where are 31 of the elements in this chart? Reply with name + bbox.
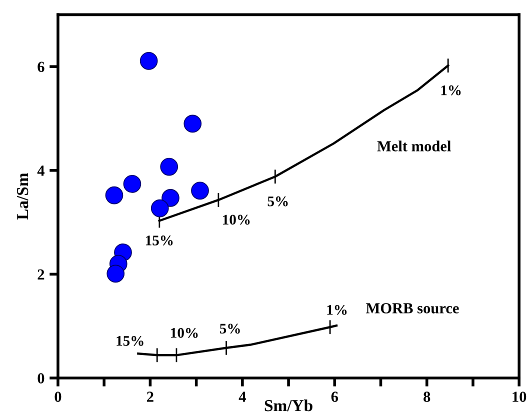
point	[184, 114, 202, 133]
annotation: 15%	[146, 236, 173, 246]
text: MORB source	[366, 303, 459, 314]
x-axis-title: Sm/Yb	[264, 399, 312, 412]
y-tick-label: 2	[38, 269, 44, 280]
series-label: Melt model	[377, 140, 451, 152]
point	[106, 264, 125, 283]
x-tick-label: 0	[54, 392, 62, 402]
annotation: 1%	[441, 85, 461, 96]
y-tick-label: 0	[38, 373, 44, 384]
x-tick-label: 4	[238, 392, 246, 402]
annotation: 1%	[327, 304, 347, 315]
annotation: 5%	[268, 196, 288, 206]
x-tick-label: 2	[147, 392, 154, 402]
annotation: 5%	[220, 324, 240, 334]
x-tick-label: 10	[512, 392, 526, 402]
x-tick-label: 6	[331, 392, 338, 402]
x-tick-label: 8	[424, 392, 430, 402]
point	[162, 188, 180, 207]
point	[191, 182, 209, 200]
annotation: 15%	[116, 336, 144, 346]
annotation: 10%	[171, 328, 198, 338]
annotation: 10%	[223, 214, 250, 225]
point	[150, 199, 169, 218]
point	[160, 158, 178, 176]
point	[123, 174, 142, 193]
y-axis-title: La/Sm	[16, 173, 28, 220]
y-tick-label: 6	[38, 62, 44, 72]
point	[140, 52, 158, 70]
point	[105, 186, 124, 204]
y-tick-label: 4	[37, 166, 44, 176]
